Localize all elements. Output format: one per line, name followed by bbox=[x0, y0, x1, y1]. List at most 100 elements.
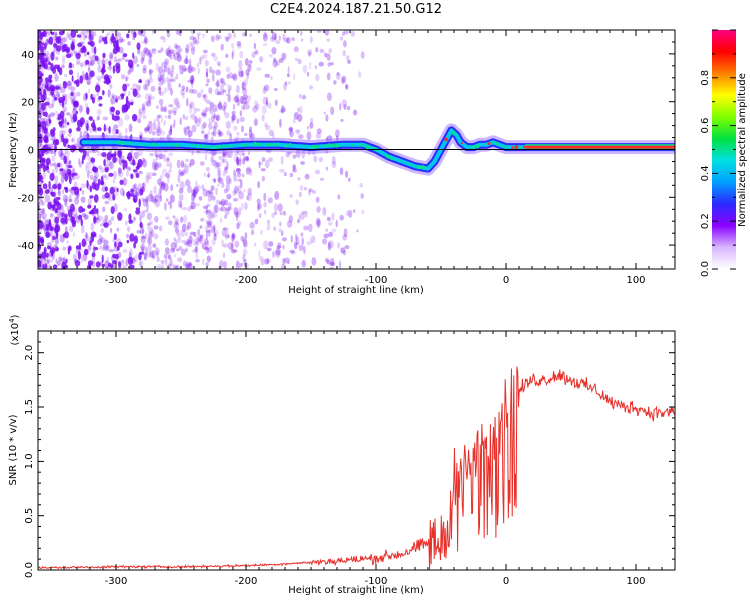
noise-speckle bbox=[345, 84, 349, 91]
noise-speckle bbox=[201, 242, 208, 250]
noise-speckle bbox=[97, 64, 102, 73]
noise-speckle bbox=[97, 238, 103, 246]
noise-speckle bbox=[211, 69, 216, 75]
ridge-peak bbox=[116, 140, 121, 144]
ridge-peak bbox=[144, 143, 148, 146]
y-tick-label: 1.0 bbox=[24, 453, 35, 469]
noise-speckle bbox=[195, 241, 199, 246]
noise-speckle bbox=[68, 225, 74, 233]
noise-speckle bbox=[57, 183, 62, 190]
noise-speckle bbox=[158, 98, 164, 106]
colorbar-gradient bbox=[712, 30, 736, 269]
noise-speckle bbox=[61, 204, 64, 210]
noise-speckle bbox=[197, 34, 200, 41]
noise-speckle bbox=[224, 214, 228, 219]
noise-speckle bbox=[132, 215, 136, 224]
noise-speckle bbox=[222, 81, 227, 86]
noise-speckle bbox=[310, 117, 314, 125]
noise-speckle bbox=[76, 246, 83, 253]
noise-speckle bbox=[127, 256, 134, 266]
noise-speckle bbox=[167, 201, 172, 205]
noise-speckle bbox=[234, 185, 239, 194]
noise-speckle bbox=[97, 165, 103, 170]
noise-speckle bbox=[195, 245, 199, 254]
noise-speckle bbox=[108, 154, 111, 162]
noise-speckle bbox=[85, 165, 88, 173]
noise-speckle bbox=[38, 235, 41, 244]
noise-speckle bbox=[135, 192, 139, 197]
noise-speckle bbox=[139, 260, 142, 268]
noise-speckle bbox=[181, 70, 184, 75]
noise-speckle bbox=[111, 94, 118, 100]
noise-speckle bbox=[125, 170, 129, 177]
noise-speckle bbox=[75, 213, 78, 218]
noise-speckle bbox=[97, 78, 101, 83]
noise-speckle bbox=[233, 96, 239, 103]
noise-speckle bbox=[279, 221, 282, 227]
noise-speckle bbox=[182, 169, 186, 175]
noise-speckle bbox=[112, 193, 116, 201]
noise-speckle bbox=[297, 177, 301, 181]
noise-speckle bbox=[80, 196, 86, 203]
ridge-peak bbox=[472, 145, 475, 149]
noise-speckle bbox=[89, 149, 92, 153]
noise-speckle bbox=[108, 262, 111, 268]
noise-speckle bbox=[101, 59, 106, 67]
noise-speckle bbox=[74, 174, 80, 180]
noise-speckle bbox=[104, 58, 110, 64]
noise-speckle bbox=[45, 165, 50, 171]
noise-speckle bbox=[301, 259, 306, 268]
noise-speckle bbox=[52, 236, 56, 240]
noise-speckle bbox=[66, 32, 70, 39]
noise-speckle bbox=[54, 237, 59, 245]
noise-speckle bbox=[64, 197, 68, 207]
noise-speckle bbox=[72, 253, 78, 262]
noise-speckle bbox=[161, 61, 167, 68]
noise-speckle bbox=[68, 160, 72, 166]
noise-speckle bbox=[162, 37, 166, 43]
noise-speckle bbox=[65, 157, 69, 161]
noise-speckle bbox=[262, 33, 268, 42]
noise-speckle bbox=[341, 75, 347, 84]
noise-speckle bbox=[55, 164, 59, 173]
noise-speckle bbox=[301, 94, 307, 100]
noise-speckle bbox=[120, 155, 125, 161]
noise-speckle bbox=[68, 69, 74, 76]
noise-speckle bbox=[148, 57, 153, 65]
noise-speckle bbox=[192, 249, 197, 253]
noise-speckle bbox=[81, 208, 86, 212]
noise-speckle bbox=[356, 229, 359, 233]
noise-speckle bbox=[38, 125, 41, 132]
noise-speckle bbox=[276, 245, 282, 249]
noise-speckle bbox=[329, 62, 334, 66]
noise-speckle bbox=[89, 156, 93, 165]
noise-speckle bbox=[113, 246, 119, 253]
noise-speckle bbox=[38, 63, 42, 71]
noise-speckle bbox=[220, 206, 227, 212]
noise-speckle bbox=[300, 212, 305, 220]
noise-speckle bbox=[221, 227, 227, 237]
noise-speckle bbox=[151, 249, 156, 259]
noise-speckle bbox=[58, 149, 63, 157]
noise-speckle bbox=[125, 258, 129, 267]
noise-speckle bbox=[122, 83, 127, 92]
noise-speckle bbox=[326, 38, 331, 42]
noise-speckle bbox=[216, 103, 220, 108]
noise-speckle bbox=[151, 48, 157, 52]
noise-speckle bbox=[218, 130, 221, 138]
noise-speckle bbox=[115, 110, 120, 116]
noise-speckle bbox=[158, 181, 164, 187]
noise-speckle bbox=[224, 36, 230, 40]
noise-speckle bbox=[41, 201, 46, 207]
noise-speckle bbox=[348, 209, 353, 218]
noise-speckle bbox=[167, 65, 171, 75]
noise-speckle bbox=[104, 186, 109, 192]
noise-speckle bbox=[266, 223, 271, 231]
noise-speckle bbox=[45, 144, 52, 154]
noise-speckle bbox=[45, 226, 50, 236]
noise-speckle bbox=[110, 36, 116, 44]
noise-speckle bbox=[179, 69, 184, 75]
noise-speckle bbox=[69, 42, 73, 50]
noise-speckle bbox=[212, 126, 216, 130]
noise-speckle bbox=[117, 167, 122, 174]
